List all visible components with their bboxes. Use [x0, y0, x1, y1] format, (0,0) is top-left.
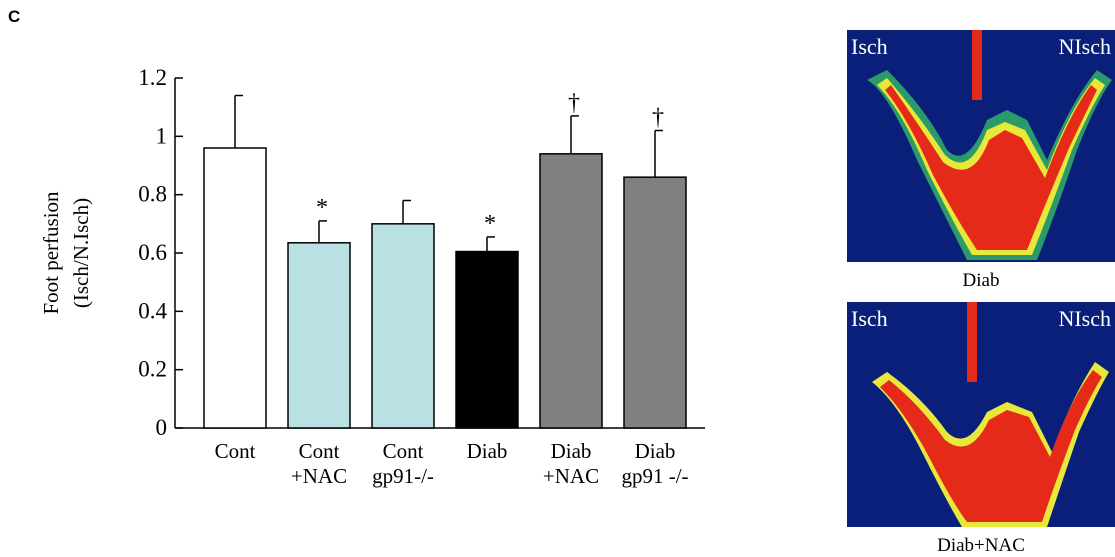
- x-tick-label: Diab: [467, 439, 508, 463]
- perfusion-image: Isch NIsch Diab+NAC: [847, 302, 1115, 556]
- panel-label: C: [8, 7, 20, 26]
- y-tick-label: 0: [156, 415, 168, 440]
- x-tick-label: +NAC: [291, 464, 347, 488]
- bar: [288, 243, 350, 428]
- bar: [204, 148, 266, 428]
- bar: [372, 224, 434, 428]
- bar: [540, 154, 602, 428]
- image-caption: Diab: [963, 270, 1000, 291]
- x-tick-label: Diab: [635, 439, 676, 463]
- significance-mark: †: [568, 90, 580, 116]
- image-caption: Diab+NAC: [937, 535, 1025, 556]
- y-tick-label: 1: [156, 123, 168, 148]
- significance-mark: *: [484, 211, 496, 237]
- x-tick-label: Diab: [551, 439, 592, 463]
- figure: C Foot perfusion (Isch/N.Isch) Isch NIsch…: [0, 0, 1115, 557]
- x-tick-label: Cont: [215, 439, 256, 463]
- x-tick-label: Cont: [299, 439, 340, 463]
- x-tick-label: gp91-/-: [372, 464, 434, 488]
- x-tick-label: gp91 -/-: [621, 464, 688, 488]
- y-axis-label: Foot perfusion: [39, 191, 63, 315]
- significance-mark: *: [316, 195, 328, 221]
- images: Isch NIsch Diab Isch NIsch Diab+NAC: [847, 30, 1115, 556]
- x-tick-label: Cont: [383, 439, 424, 463]
- y-axis-label: (Isch/N.Isch): [69, 198, 93, 308]
- image-label: Isch: [851, 306, 888, 331]
- significance-mark: †: [652, 105, 664, 131]
- image-label: Isch: [851, 34, 888, 59]
- y-tick-label: 0.4: [138, 298, 167, 323]
- perfusion-image: Isch NIsch Diab: [847, 30, 1115, 291]
- x-tick-label: +NAC: [543, 464, 599, 488]
- bar: [624, 177, 686, 428]
- bar: [456, 252, 518, 428]
- image-label: NIsch: [1058, 34, 1111, 59]
- y-tick-label: 0.8: [138, 182, 167, 207]
- y-tick-label: 1.2: [138, 65, 167, 90]
- y-tick-label: 0.2: [138, 357, 167, 382]
- y-tick-label: 0.6: [138, 240, 167, 265]
- image-label: NIsch: [1058, 306, 1111, 331]
